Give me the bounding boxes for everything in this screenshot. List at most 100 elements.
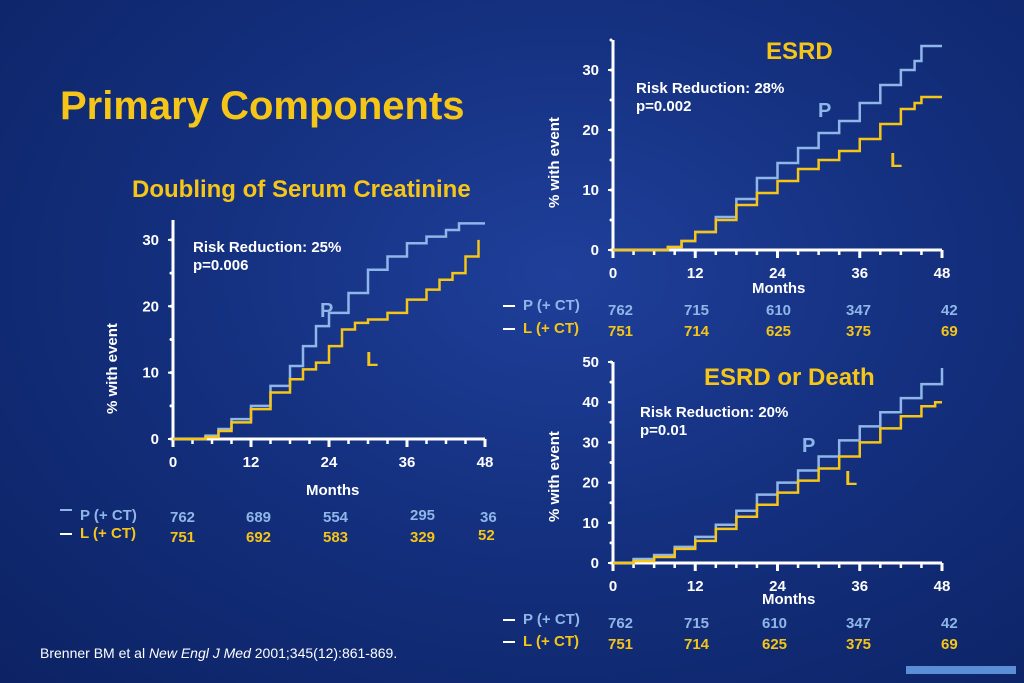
legend-label-l: L (+ CT) <box>80 525 136 542</box>
legend-dash-p <box>60 509 72 511</box>
risk-reduction-esrd-death: Risk Reduction: 20% p=0.01 <box>640 404 788 440</box>
at-risk-p-2: 610 <box>762 615 788 632</box>
x-tick-label: 24 <box>769 265 786 282</box>
slide-title: Primary Components <box>60 84 465 128</box>
curve-label-l-esrd: L <box>890 150 903 172</box>
x-tick-label: 0 <box>609 578 617 595</box>
risk-reduction-text: Risk Reduction: 28% <box>636 80 785 97</box>
y-minor-tick <box>609 360 613 364</box>
legend-l-dsc: L (+ CT) <box>60 525 136 542</box>
x-axis-label-esrd-death: Months <box>762 591 816 608</box>
chart-title-dsc: Doubling of Serum Creatinine <box>132 176 471 203</box>
at-risk-p-4: 42 <box>941 302 958 319</box>
y-minor-tick <box>169 337 173 341</box>
footer-bar <box>906 666 1016 674</box>
curve-label-p-esrd-death: P <box>802 435 816 457</box>
curve-label-l-dsc: L <box>366 349 379 371</box>
at-risk-l-0: 751 <box>608 636 634 653</box>
curve-label-l-esrd-death: L <box>845 468 858 490</box>
at-risk-p-2: 554 <box>323 509 349 526</box>
at-risk-p-1: 715 <box>684 302 710 319</box>
at-risk-p-1: 715 <box>684 615 710 632</box>
y-minor-tick <box>609 521 613 525</box>
curve-label-p-esrd: P <box>818 100 832 122</box>
x-tick-label: 0 <box>169 454 177 471</box>
at-risk-l-2: 625 <box>762 636 788 653</box>
y-minor-tick <box>609 400 613 404</box>
y-tick-label: 40 <box>582 394 599 411</box>
at-risk-l-1: 714 <box>684 323 710 340</box>
x-axis-label-esrd: Months <box>752 280 806 297</box>
x-tick-label: 36 <box>851 265 868 282</box>
series-line-p <box>613 368 944 565</box>
series-line-p <box>613 44 942 252</box>
risk-reduction-text: Risk Reduction: 25% <box>193 239 342 256</box>
at-risk-l-2: 583 <box>323 529 349 546</box>
y-minor-tick <box>169 238 173 242</box>
at-risk-p-0: 762 <box>608 302 634 319</box>
y-minor-tick <box>169 271 173 275</box>
at-risk-p-1: 689 <box>246 509 272 526</box>
at-risk-l-4: 52 <box>478 527 495 544</box>
y-minor-tick <box>609 188 613 192</box>
y-minor-tick <box>609 481 613 485</box>
y-tick-label: 0 <box>591 242 599 259</box>
y-tick-label: 50 <box>582 354 599 371</box>
at-risk-p-3: 347 <box>846 302 872 319</box>
at-risk-p-4: 42 <box>941 615 958 632</box>
y-tick-label: 0 <box>151 431 159 448</box>
y-tick-label: 30 <box>582 62 599 79</box>
risk-reduction-esrd: Risk Reduction: 28% p=0.002 <box>636 80 784 116</box>
at-risk-p-0: 762 <box>170 509 196 526</box>
series-line-l <box>613 400 942 565</box>
series-line-p <box>173 222 485 441</box>
x-tick-label: 12 <box>243 454 260 471</box>
x-tick-label: 12 <box>687 265 704 282</box>
y-tick-label: 30 <box>582 434 599 451</box>
y-minor-tick <box>169 371 173 375</box>
at-risk-p-0: 762 <box>608 615 634 632</box>
legend-label-p: P (+ CT) <box>523 611 580 628</box>
legend-p-esrd: P (+ CT) <box>503 297 580 314</box>
citation-authors: Brenner BM et al <box>40 645 149 661</box>
y-minor-tick <box>609 128 613 132</box>
at-risk-p-3: 347 <box>846 615 872 632</box>
y-tick-label: 10 <box>582 182 599 199</box>
at-risk-l-3: 375 <box>846 636 872 653</box>
legend-dash-l <box>503 328 515 331</box>
series-line-l <box>613 95 942 252</box>
x-tick-label: 36 <box>399 454 416 471</box>
p-value-text: p=0.002 <box>636 98 692 115</box>
at-risk-p-4: 36 <box>480 509 497 526</box>
legend-dash-l <box>60 533 72 536</box>
at-risk-l-4: 69 <box>941 323 958 340</box>
y-minor-tick <box>609 98 613 102</box>
chart-title-esrd-death: ESRD or Death <box>704 364 875 391</box>
at-risk-l-2: 625 <box>766 323 792 340</box>
x-tick-label: 48 <box>477 454 494 471</box>
legend-label-p: P (+ CT) <box>523 297 580 314</box>
y-tick-label: 20 <box>582 122 599 139</box>
risk-reduction-dsc: Risk Reduction: 25% p=0.006 <box>193 239 341 275</box>
at-risk-l-4: 69 <box>941 636 958 653</box>
legend-dash-p <box>503 305 515 308</box>
y-minor-tick <box>609 461 613 464</box>
y-minor-tick <box>609 38 613 42</box>
legend-label-l: L (+ CT) <box>523 633 579 650</box>
y-minor-tick <box>609 501 613 505</box>
y-minor-tick <box>609 158 613 162</box>
x-tick-label: 36 <box>851 578 868 595</box>
at-risk-l-3: 329 <box>410 529 436 546</box>
at-risk-l-0: 751 <box>608 323 634 340</box>
x-tick-label: 48 <box>934 578 951 595</box>
y-minor-tick <box>609 420 613 424</box>
y-minor-tick <box>169 304 173 308</box>
x-tick-label: 24 <box>321 454 338 471</box>
y-minor-tick <box>169 404 173 408</box>
x-tick-label: 24 <box>769 578 786 595</box>
x-tick-label: 48 <box>934 265 951 282</box>
at-risk-l-1: 714 <box>684 636 710 653</box>
legend-label-l: L (+ CT) <box>523 320 579 337</box>
at-risk-l-3: 375 <box>846 323 872 340</box>
